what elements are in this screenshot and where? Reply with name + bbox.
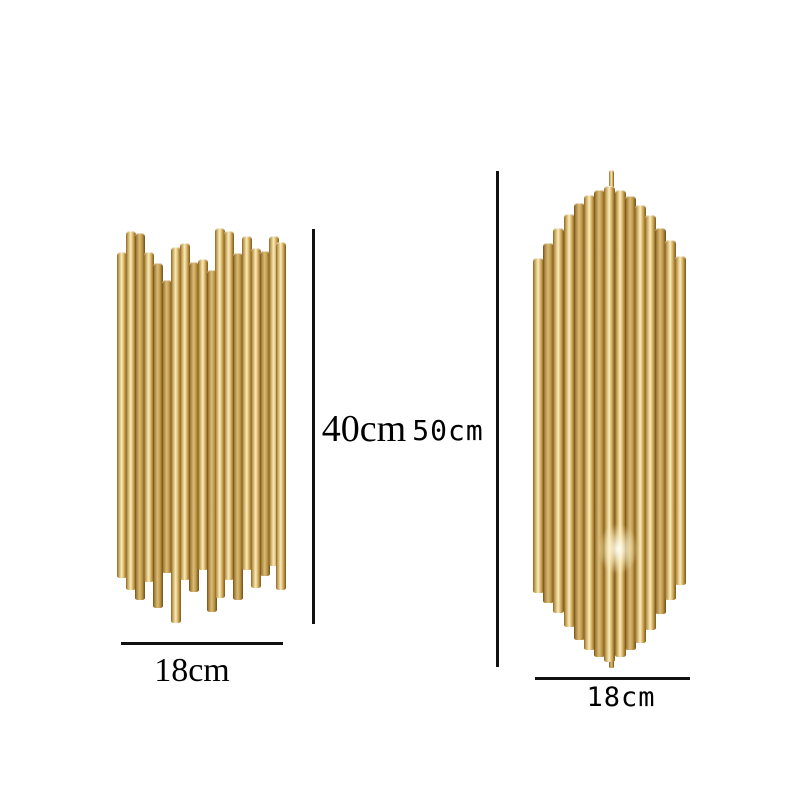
lamp-tube	[144, 252, 154, 582]
lamp-tube	[215, 228, 225, 598]
lamp-tube	[609, 170, 614, 192]
lamp-tube	[233, 253, 243, 600]
lamp-tube	[533, 258, 544, 593]
lamp-tube	[126, 231, 136, 590]
lamp-tube	[584, 195, 595, 650]
left-lamp-width-dimension-line	[121, 642, 283, 645]
lamp-tube	[224, 231, 234, 580]
lamp-tube	[198, 259, 208, 570]
lamp-tube	[594, 190, 605, 657]
lamp-tube	[635, 205, 646, 643]
left-lamp-height-dimension-line	[312, 229, 315, 624]
lamp-tube	[269, 236, 279, 566]
lamp-tube	[604, 186, 615, 662]
right-lamp-width-label: 18cm	[586, 682, 656, 713]
lamp-tube	[574, 203, 585, 640]
lamp-tube	[543, 243, 554, 603]
lamp-tube	[153, 263, 163, 608]
left-lamp-height-label: 40cm	[321, 408, 407, 450]
lamp-tube	[260, 251, 270, 576]
lamp-tube	[207, 270, 217, 612]
lamp-tube	[665, 240, 676, 600]
lamp-tube	[645, 215, 656, 630]
left-lamp-width-label: 18cm	[154, 652, 230, 689]
lamp-tube	[655, 228, 666, 614]
lamp-tube	[625, 196, 636, 650]
lamp-tube	[276, 242, 286, 590]
lamp-tube	[615, 190, 626, 657]
lamp-tube	[564, 214, 575, 627]
lamp-tube	[251, 248, 261, 588]
right-lamp-height-label: 50cm	[412, 414, 484, 447]
lamp-tube	[162, 280, 172, 573]
lamp-tube	[117, 252, 127, 578]
lamp-tube	[189, 262, 199, 592]
right-lamp-width-dimension-line	[535, 677, 690, 680]
lamp-tube	[135, 233, 145, 600]
lamp-tube	[180, 243, 190, 580]
lamp-tube	[675, 256, 686, 585]
lamp-tube	[553, 228, 564, 613]
lamp-tube	[171, 247, 181, 623]
right-lamp-height-dimension-line	[496, 171, 499, 667]
lamp-tube	[242, 236, 252, 570]
